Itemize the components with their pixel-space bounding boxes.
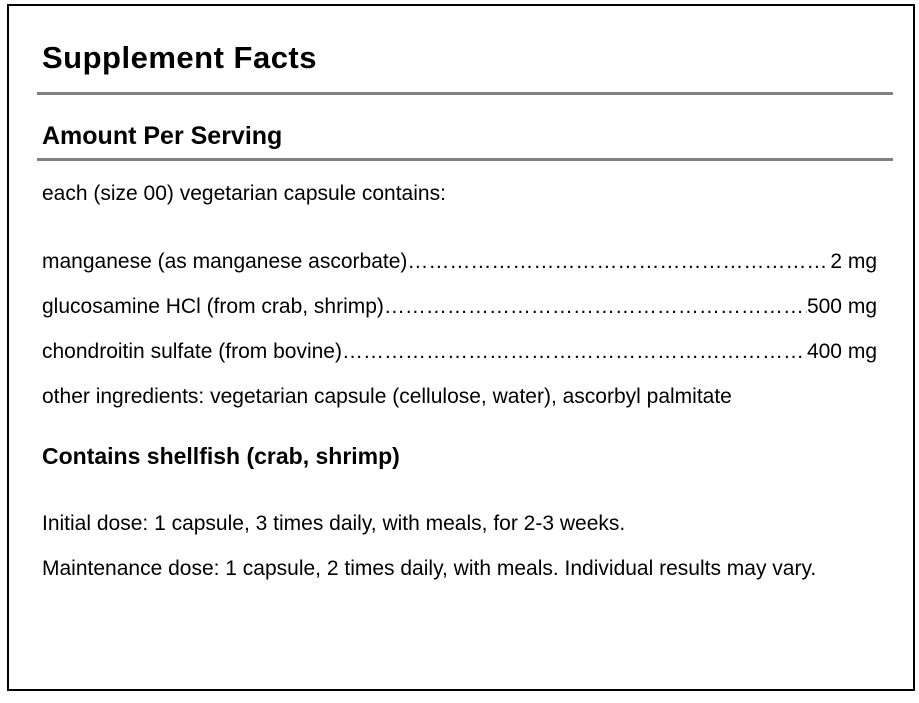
allergen-statement: Contains shellfish (crab, shrimp) <box>42 443 400 469</box>
supplement-facts-panel: Supplement Facts Amount Per Serving each… <box>7 4 915 691</box>
ingredient-amount: 2 mg <box>830 250 877 273</box>
ingredient-name: glucosamine HCl (from crab, shrimp) <box>42 295 384 318</box>
serving-size-note: each (size 00) vegetarian capsule contai… <box>42 182 446 205</box>
supplement-facts-title: Supplement Facts <box>42 40 317 75</box>
ingredient-name: manganese (as manganese ascorbate) <box>42 250 408 273</box>
section-divider-rule <box>37 92 893 95</box>
ingredient-name: chondroitin sulfate (from bovine) <box>42 340 342 363</box>
ingredient-row-glucosamine: glucosamine HCl (from crab, shrimp) …………… <box>42 284 877 329</box>
ingredient-row-manganese: manganese (as manganese ascorbate) ……………… <box>42 239 877 284</box>
ingredient-amount: 500 mg <box>806 295 877 318</box>
dosing-instructions: Initial dose: 1 capsule, 3 times daily, … <box>42 501 877 591</box>
amount-per-serving-header: Amount Per Serving <box>42 122 283 150</box>
ingredient-row-chondroitin: chondroitin sulfate (from bovine) ………………… <box>42 329 877 374</box>
ingredient-amount: 400 mg <box>806 340 877 363</box>
dot-leader: …………………………………………………………………………………………………………… <box>383 295 807 318</box>
dot-leader: …………………………………………………………………………………………………………… <box>341 340 807 363</box>
section-divider-rule <box>37 158 893 161</box>
dot-leader: …………………………………………………………………………………………………………… <box>407 250 831 273</box>
initial-dose-text: Initial dose: 1 capsule, 3 times daily, … <box>42 512 626 535</box>
ingredient-list: manganese (as manganese ascorbate) ……………… <box>42 239 877 419</box>
maintenance-dose-text: Maintenance dose: 1 capsule, 2 times dai… <box>42 557 817 580</box>
other-ingredients-text: other ingredients: vegetarian capsule (c… <box>42 385 732 408</box>
